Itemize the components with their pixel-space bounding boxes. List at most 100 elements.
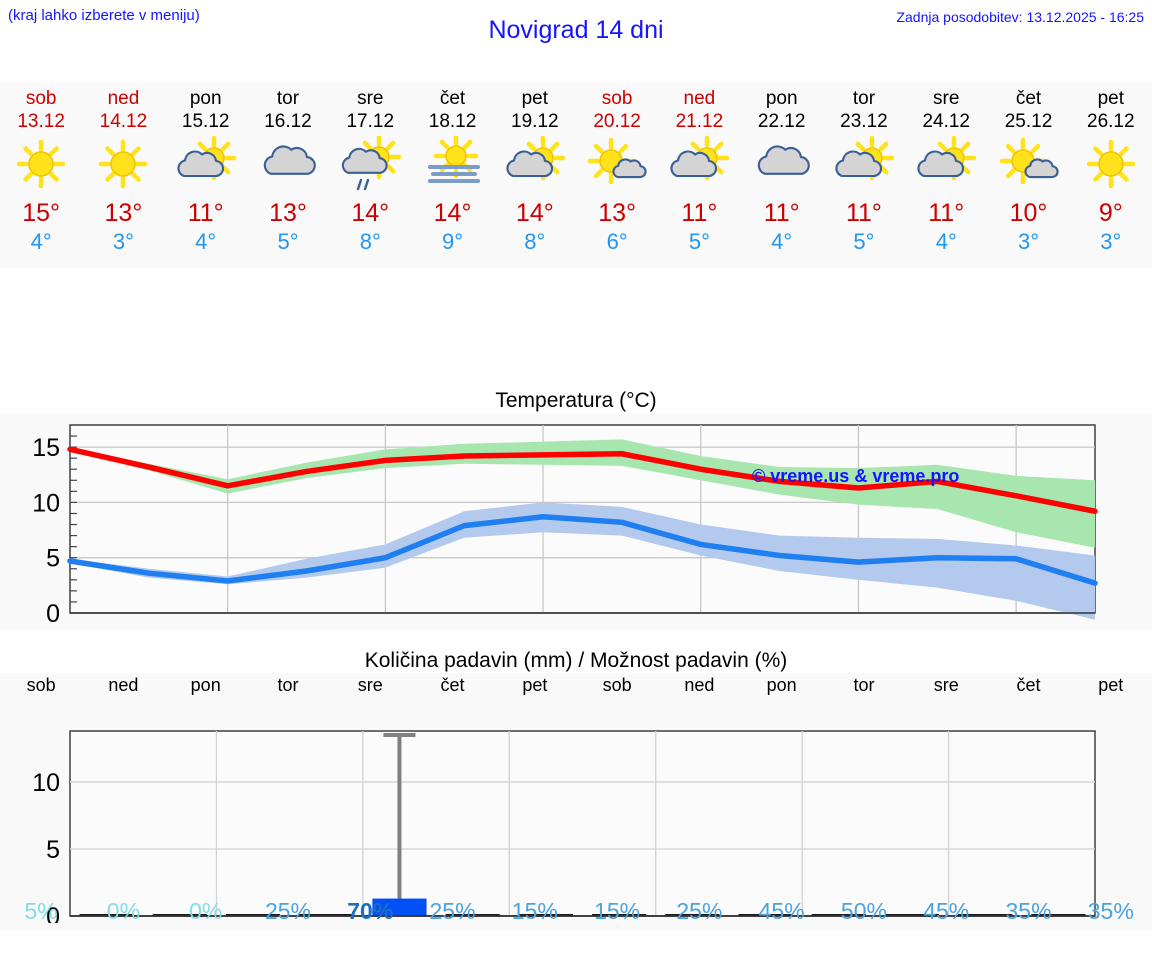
precipitation-probability: 25%	[429, 898, 476, 924]
day-min-temp: 8°	[524, 229, 546, 254]
precipitation-probability: 25%	[676, 898, 723, 924]
day-min-temp: 5°	[853, 229, 875, 254]
day-date-label: 26.12	[1087, 111, 1135, 132]
day-max-temp: 13°	[104, 199, 143, 227]
precipitation-probability: 0%	[106, 898, 141, 924]
day-max-temp: 15°	[22, 199, 61, 227]
day-forecast-column[interactable]: ned 14.12 13° 3°	[82, 82, 164, 268]
day-min-temp: 9°	[442, 229, 464, 254]
day-date-label: 21.12	[675, 111, 724, 132]
day-min-temp: 5°	[277, 229, 299, 254]
daily-forecast-strip: sob 13.12 15° 4° ned 14.12 13° 3° pon 15.1…	[0, 82, 1152, 268]
day-forecast-column[interactable]: sob 20.12 13° 6°	[576, 82, 658, 268]
cloud-icon	[749, 136, 815, 194]
day-forecast-column[interactable]: pon 15.12 11° 4°	[165, 82, 247, 268]
day-of-week-label: sob	[25, 88, 57, 109]
day-forecast-column[interactable]: sre 24.12 11° 4°	[905, 82, 987, 268]
day-date-label: 24.12	[922, 111, 970, 132]
day-date-label: 25.12	[1004, 111, 1053, 132]
svg-text:10: 10	[32, 489, 60, 517]
precipitation-day-label: ned	[684, 675, 715, 695]
svg-text:5: 5	[46, 836, 60, 864]
svg-text:5: 5	[46, 545, 60, 573]
day-of-week-label: sob	[601, 88, 633, 109]
day-min-temp: 8°	[359, 229, 381, 254]
day-of-week-label: pet	[521, 88, 549, 109]
day-min-temp: 4°	[195, 229, 217, 254]
day-date-label: 15.12	[181, 111, 230, 132]
temperature-plot: 0 5 10 15	[0, 413, 1152, 628]
sun-icon	[1078, 136, 1144, 194]
day-date-label: 20.12	[593, 111, 641, 132]
day-forecast-column[interactable]: pon 22.12 11° 4°	[741, 82, 823, 268]
day-min-temp: 5°	[688, 229, 710, 254]
cloud-icon	[255, 136, 321, 194]
precipitation-day-label: tor	[277, 675, 299, 695]
day-max-temp: 14°	[351, 199, 390, 227]
precipitation-chart-section: Količina padavin (mm) / Možnost padavin …	[0, 641, 1152, 931]
day-max-temp: 11°	[187, 199, 224, 227]
day-date-label: 16.12	[264, 111, 312, 132]
precipitation-day-label: sob	[602, 675, 632, 695]
precipitation-probability-row: 5% 0% 0% 25% 70% 25% 15% 15% 25% 45% 50% 45% 35% 35%	[0, 898, 1152, 925]
day-forecast-column[interactable]: čet 25.12 10° 3°	[987, 82, 1069, 268]
day-forecast-column[interactable]: pet 26.12 9° 3°	[1070, 82, 1152, 268]
precipitation-day-label: sob	[26, 675, 56, 695]
day-min-temp: 3°	[1100, 229, 1122, 254]
sun-cloud-icon	[173, 136, 239, 194]
day-date-label: 17.12	[346, 111, 395, 132]
precipitation-day-label: čet	[440, 675, 465, 695]
precipitation-probability: 50%	[840, 898, 887, 924]
day-of-week-label: sre	[933, 88, 960, 109]
day-max-temp: 13°	[269, 199, 307, 227]
day-forecast-column[interactable]: sre 17.12 14° 8°	[329, 82, 411, 268]
temperature-svg: 0 5 10 15	[32, 424, 1098, 628]
day-forecast-column[interactable]: čet 18.12 14° 9°	[411, 82, 493, 268]
day-max-temp: 9°	[1098, 199, 1123, 227]
precipitation-day-labels: sob ned pon tor sre čet pet sob ned pon tor sre čet p…	[0, 675, 1152, 696]
day-of-week-label: ned	[107, 88, 140, 109]
day-min-temp: 6°	[606, 229, 628, 254]
precipitation-probability: 15%	[511, 898, 558, 924]
day-forecast-column[interactable]: tor 23.12 11° 5°	[823, 82, 905, 268]
precipitation-probability: 15%	[594, 898, 641, 924]
day-of-week-label: tor	[852, 88, 876, 109]
day-of-week-label: pon	[189, 88, 222, 109]
precipitation-day-label: pet	[1098, 675, 1124, 695]
day-forecast-column[interactable]: sob 13.12 15° 4°	[0, 82, 82, 268]
day-forecast-column[interactable]: pet 19.12 14° 8°	[494, 82, 576, 268]
precipitation-probability: 35%	[1087, 898, 1134, 924]
day-max-temp: 11°	[763, 199, 800, 227]
day-min-temp: 4°	[30, 229, 52, 254]
precipitation-probability: 70%	[347, 898, 394, 924]
temperature-chart-section: Temperatura (°C) 0 5 10 15	[0, 381, 1152, 630]
day-of-week-label: ned	[683, 88, 716, 109]
svg-text:15: 15	[32, 434, 60, 462]
day-forecast-column[interactable]: tor 16.12 13° 5°	[247, 82, 329, 268]
day-date-label: 13.12	[17, 111, 65, 132]
day-date-label: 18.12	[428, 111, 477, 132]
precipitation-probability: 45%	[758, 898, 805, 924]
day-max-temp: 11°	[928, 199, 965, 227]
day-forecast-column[interactable]: ned 21.12 11° 5°	[658, 82, 740, 268]
page-title: Novigrad 14 dni	[488, 16, 664, 44]
copyright-credit: © vreme.us & vreme.pro	[752, 466, 960, 486]
last-updated: Zadnja posodobitev: 13.12.2025 - 16:25	[896, 9, 1144, 25]
precipitation-day-label: pon	[766, 675, 797, 695]
sun-cloud-icon	[502, 136, 568, 194]
day-max-temp: 14°	[433, 199, 472, 227]
temperature-chart-title: Temperatura (°C)	[0, 381, 1152, 413]
sun-icon	[8, 136, 74, 194]
precipitation-day-label: sre	[933, 675, 959, 695]
day-date-label: 14.12	[99, 111, 148, 132]
menu-hint[interactable]: (kraj lahko izberete v meniju)	[8, 7, 200, 24]
precipitation-plot: 0 5 10	[0, 673, 1152, 923]
day-min-temp: 3°	[112, 229, 134, 254]
sun-icon	[90, 136, 156, 194]
precipitation-day-label: ned	[108, 675, 139, 695]
day-date-label: 19.12	[511, 111, 559, 132]
sun-fog-icon	[420, 136, 486, 194]
day-max-temp: 10°	[1009, 199, 1048, 227]
sun-smallcloud-icon	[996, 136, 1062, 194]
sun-cloud-rain-icon	[337, 136, 403, 194]
